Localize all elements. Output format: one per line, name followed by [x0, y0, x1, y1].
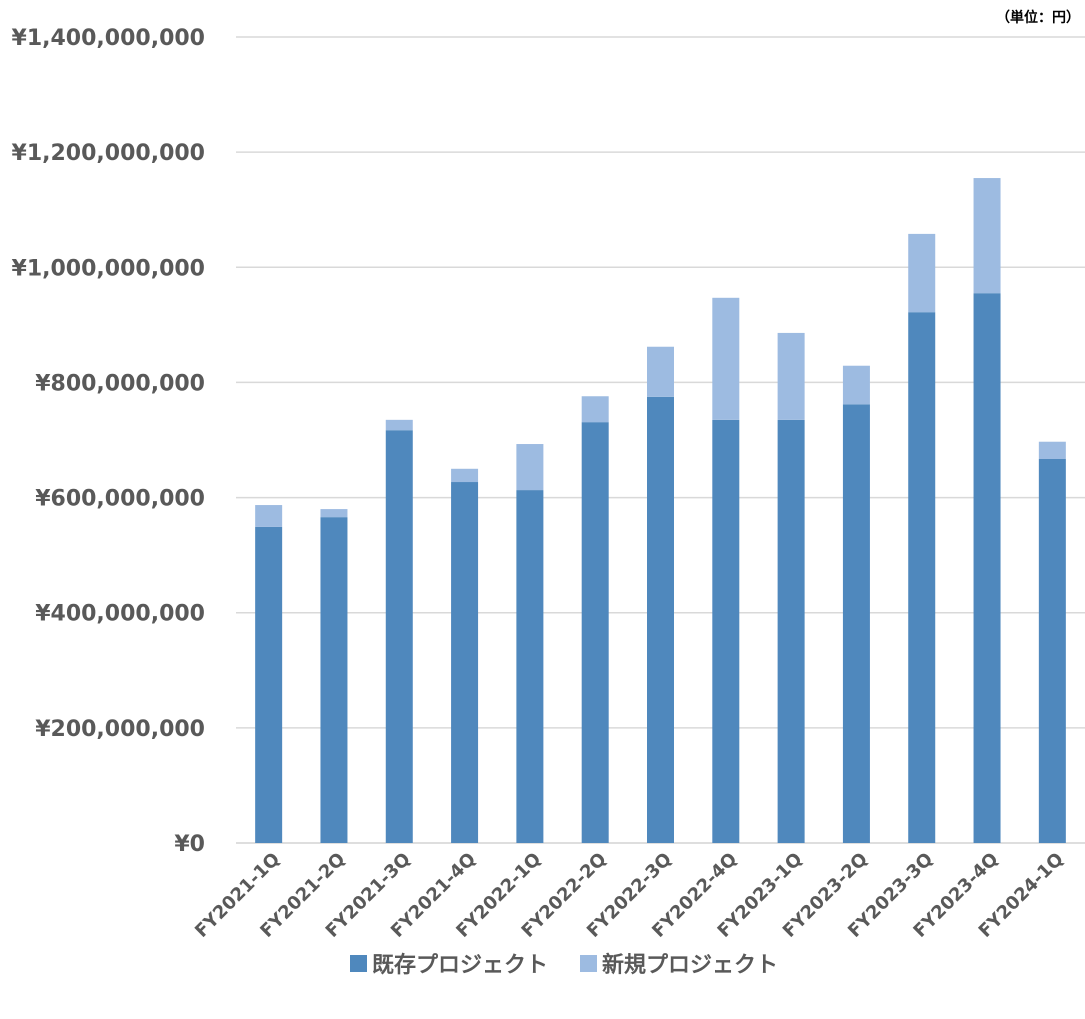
legend-swatch-existing [350, 955, 367, 972]
bar-new-FY2022-2Q [581, 396, 609, 423]
bar-existing-FY2021-3Q [385, 430, 413, 843]
bar-existing-FY2023-4Q [973, 293, 1001, 843]
x-axis-category-labels: FY2021-1QFY2021-2QFY2021-3QFY2021-4QFY20… [191, 849, 1068, 942]
legend-label-existing: 既存プロジェクト [372, 952, 548, 978]
bar-new-FY2022-4Q [712, 297, 740, 420]
bar-new-FY2024-1Q [1038, 441, 1066, 459]
legend-swatch-new [580, 955, 597, 972]
bar-new-FY2021-1Q [255, 505, 283, 527]
bars [255, 178, 1066, 844]
bar-existing-FY2024-1Q [1038, 458, 1066, 843]
bar-new-FY2023-2Q [842, 365, 870, 405]
bar-existing-FY2021-2Q [320, 517, 348, 843]
bar-existing-FY2022-3Q [647, 396, 674, 843]
bar-existing-FY2023-2Q [842, 404, 870, 843]
y-tick-label: ¥1,400,000,000 [12, 26, 205, 51]
y-tick-label: ¥800,000,000 [35, 371, 205, 396]
legend-label-new: 新規プロジェクト [602, 952, 778, 978]
bar-existing-FY2023-3Q [908, 312, 936, 844]
bar-existing-FY2021-4Q [451, 482, 479, 843]
bar-existing-FY2021-1Q [255, 526, 283, 843]
bar-existing-FY2022-1Q [516, 490, 544, 843]
y-tick-label: ¥400,000,000 [35, 602, 205, 627]
bar-new-FY2021-3Q [385, 419, 413, 431]
bar-new-FY2021-2Q [320, 509, 348, 518]
y-tick-label: ¥1,000,000,000 [12, 256, 205, 281]
bar-new-FY2023-3Q [908, 233, 936, 313]
y-axis-tick-labels: ¥0 ¥200,000,000 ¥400,000,000 ¥600,000,000 ¥8… [12, 26, 205, 857]
legend: 既存プロジェクト 新規プロジェクト [350, 952, 778, 978]
bar-existing-FY2022-4Q [712, 419, 740, 843]
bar-new-FY2022-1Q [516, 444, 544, 491]
y-tick-label: ¥600,000,000 [35, 487, 205, 512]
y-tick-label: ¥1,200,000,000 [12, 141, 205, 166]
unit-note: （単位：円） [996, 9, 1080, 26]
bar-new-FY2021-4Q [451, 468, 479, 483]
bar-new-FY2023-4Q [973, 178, 1001, 294]
y-tick-label: ¥200,000,000 [35, 717, 205, 742]
bar-new-FY2022-3Q [647, 346, 674, 397]
bar-existing-FY2023-1Q [777, 419, 805, 843]
bar-existing-FY2022-2Q [581, 422, 609, 843]
y-tick-label: ¥0 [174, 832, 205, 857]
bar-new-FY2023-1Q [777, 332, 805, 420]
